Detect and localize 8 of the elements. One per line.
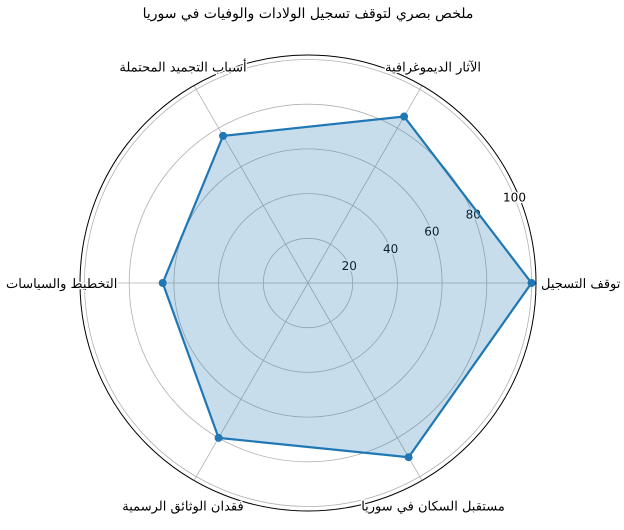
- spoke-label: مستقبل السكان في سوريا: [361, 500, 505, 515]
- y-tick-label: 40: [382, 242, 398, 256]
- spoke-label: الآثار الديموغرافية: [385, 59, 481, 76]
- spoke-label: فقدان الوثائق الرسمية: [122, 500, 244, 515]
- spoke-label: توقف التسجيل: [541, 277, 621, 292]
- chart-title: ملخص بصري لتوقف تسجيل الولادات والوفيات في سوريا: [142, 6, 474, 22]
- y-tick-label: 60: [424, 224, 440, 239]
- y-tick-label: 20: [342, 258, 357, 273]
